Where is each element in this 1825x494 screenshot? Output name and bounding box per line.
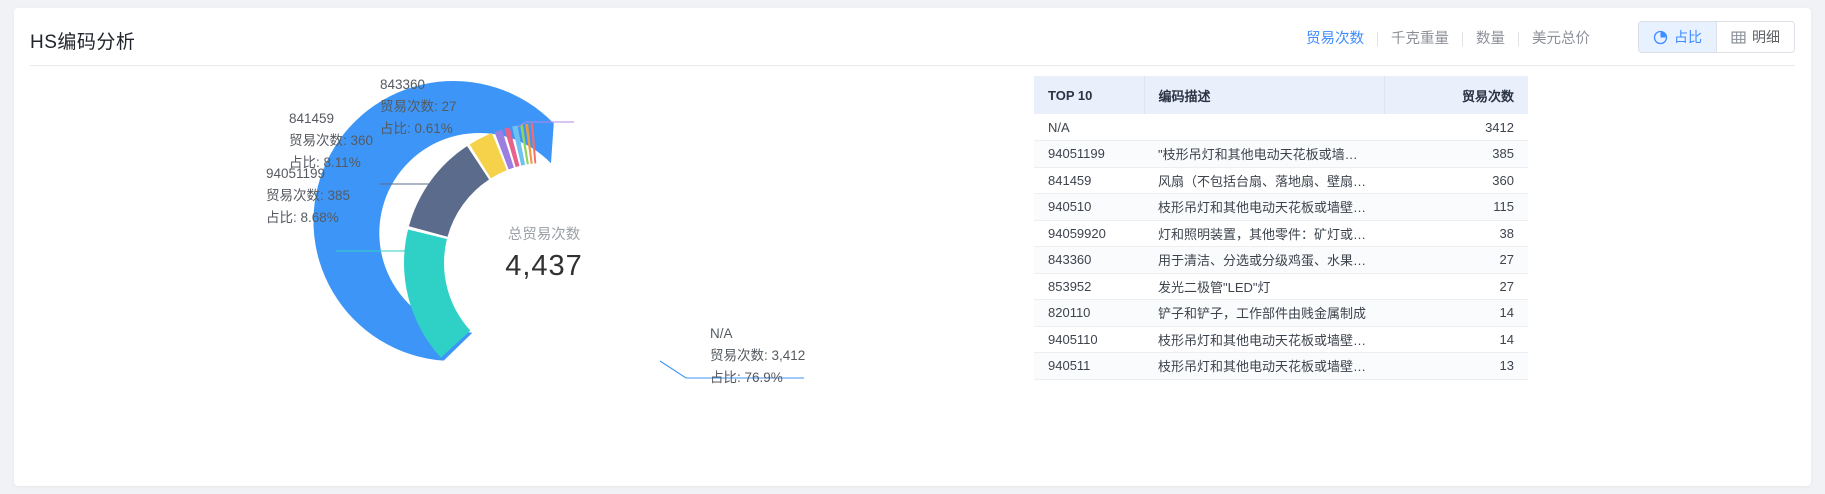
leader-lines [336, 121, 804, 379]
label-843360-name: 843360 [380, 77, 426, 92]
label-94051199-count: 贸易次数: 385 [266, 188, 351, 203]
slice-94059920[interactable] [494, 129, 514, 170]
label-94051199-pct: 占比: 8.68% [266, 210, 339, 225]
cell-code: 853952 [1034, 273, 1144, 300]
label-841459: 841459 贸易次数: 360 占比: 8.11% [289, 108, 373, 174]
tab-kg-weight[interactable]: 千克重量 [1391, 31, 1449, 47]
cell-count: 385 [1384, 140, 1528, 168]
table-row[interactable]: 940511 枝形吊灯和其他电动天花板或墙壁照明... 13 [1034, 352, 1528, 380]
cell-count: 27 [1384, 273, 1528, 300]
cell-desc: 发光二极管"LED"灯 [1144, 273, 1384, 300]
table-row[interactable]: N/A 3412 [1034, 114, 1528, 141]
table-row[interactable]: 94059920 灯和照明装置，其他零件：矿灯或采石... 38 [1034, 220, 1528, 247]
slice-853952[interactable] [512, 125, 526, 166]
label-843360-count: 贸易次数: 27 [380, 99, 457, 114]
slice-940510[interactable] [469, 133, 507, 179]
table-grid-icon [1731, 30, 1746, 45]
label-na: N/A 贸易次数: 3,412 占比: 76.9% [710, 323, 805, 389]
label-843360: 843360 贸易次数: 27 占比: 0.61% [380, 74, 457, 140]
tab-quantity[interactable]: 数量 [1476, 31, 1505, 47]
cell-code: N/A [1034, 114, 1144, 141]
cell-code: 9405110 [1034, 326, 1144, 353]
cell-desc: 枝形吊灯和其他电动天花板或墙壁照明... [1144, 193, 1384, 221]
label-na-pct: 占比: 76.9% [710, 370, 783, 385]
toggle-detail-label: 明细 [1752, 29, 1780, 45]
slice-9405110[interactable] [525, 123, 533, 164]
slice-841459[interactable] [408, 146, 490, 237]
cell-desc: 灯和照明装置，其他零件：矿灯或采石... [1144, 220, 1384, 247]
top10-table: TOP 10 编码描述 贸易次数 N/A 3412 94051199 "枝形吊灯… [1034, 76, 1528, 380]
table-header-row: TOP 10 编码描述 贸易次数 [1034, 76, 1528, 114]
col-header-top10: TOP 10 [1034, 76, 1145, 114]
cell-desc: 风扇（不包括台扇、落地扇、壁扇、窗... [1144, 167, 1384, 194]
tab-trade-count[interactable]: 贸易次数 [1306, 31, 1364, 47]
label-94051199-name: 94051199 [266, 166, 326, 181]
cell-desc: 用于清洁、分选或分级鸡蛋、水果或其... [1144, 246, 1384, 274]
toggle-proportion-view[interactable]: 占比 [1639, 22, 1716, 52]
tab-divider-1 [1377, 32, 1378, 46]
table-row[interactable]: 843360 用于清洁、分选或分级鸡蛋、水果或其... 27 [1034, 246, 1528, 274]
card-header: HS编码分析 贸易次数 千克重量 数量 美元总价 占比 [14, 8, 1811, 66]
donut-chart[interactable] [14, 65, 1024, 486]
cell-count: 27 [1384, 246, 1528, 274]
cell-count: 13 [1384, 352, 1528, 380]
cell-count: 115 [1384, 193, 1528, 221]
table-row[interactable]: 94051199 "枝形吊灯和其他电动天花板或墙壁照... 385 [1034, 140, 1528, 168]
toggle-detail-view[interactable]: 明细 [1716, 22, 1794, 52]
cell-count: 360 [1384, 167, 1528, 194]
metric-tab-group: 贸易次数 千克重量 数量 美元总价 [1293, 28, 1603, 50]
hs-code-analysis-card: HS编码分析 贸易次数 千克重量 数量 美元总价 占比 [14, 8, 1811, 486]
cell-code: 94059920 [1034, 220, 1144, 247]
cell-count: 14 [1384, 299, 1528, 327]
cell-code: 843360 [1034, 246, 1144, 274]
tab-divider-3 [1518, 32, 1519, 46]
donut-chart-area: 总贸易次数 4,437 N/A 贸易次数: 3,412 占比: 76.9% 94… [14, 65, 1024, 486]
cell-code: 820110 [1034, 299, 1144, 327]
cell-count: 38 [1384, 220, 1528, 247]
slice-94051199[interactable] [404, 229, 471, 358]
label-841459-pct: 占比: 8.11% [289, 155, 361, 170]
cell-desc: 铲子和铲子，工作部件由贱金属制成 [1144, 299, 1384, 327]
table-row[interactable]: 841459 风扇（不包括台扇、落地扇、壁扇、窗... 360 [1034, 167, 1528, 194]
top10-table-wrapper: TOP 10 编码描述 贸易次数 N/A 3412 94051199 "枝形吊灯… [1034, 76, 1528, 380]
cell-count: 14 [1384, 326, 1528, 353]
header-divider [30, 65, 1795, 66]
table-row[interactable]: 853952 发光二极管"LED"灯 27 [1034, 273, 1528, 300]
label-841459-name: 841459 [289, 111, 335, 126]
table-body: N/A 3412 94051199 "枝形吊灯和其他电动天花板或墙壁照... 3… [1034, 114, 1528, 380]
col-header-description: 编码描述 [1144, 76, 1385, 114]
cell-desc: 枝形吊灯和其他电动天花板或墙壁照明... [1144, 352, 1384, 380]
slice-na[interactable] [313, 81, 554, 361]
col-header-trade-count: 贸易次数 [1384, 76, 1528, 114]
toggle-proportion-label: 占比 [1674, 29, 1702, 45]
tab-usd-total[interactable]: 美元总价 [1532, 31, 1590, 47]
view-toggle-group: 占比 明细 [1638, 21, 1795, 53]
table-row[interactable]: 820110 铲子和铲子，工作部件由贱金属制成 14 [1034, 299, 1528, 327]
cell-code: 94051199 [1034, 140, 1144, 168]
cell-code: 940511 [1034, 352, 1144, 380]
cell-desc: 枝形吊灯和其他电动天花板或墙壁照明... [1144, 326, 1384, 353]
label-94051199: 94051199 贸易次数: 385 占比: 8.68% [266, 163, 350, 229]
pie-chart-icon [1653, 30, 1668, 45]
cell-code: 841459 [1034, 167, 1144, 194]
page-title: HS编码分析 [30, 32, 136, 53]
tab-divider-2 [1462, 32, 1463, 46]
slice-940511[interactable] [530, 123, 537, 164]
table-row[interactable]: 9405110 枝形吊灯和其他电动天花板或墙壁照明... 14 [1034, 326, 1528, 353]
label-841459-count: 贸易次数: 360 [289, 133, 374, 148]
cell-count: 3412 [1384, 114, 1528, 141]
slice-843360[interactable] [504, 127, 520, 168]
cell-desc [1144, 114, 1384, 141]
slice-820110[interactable] [520, 124, 529, 165]
label-843360-pct: 占比: 0.61% [380, 121, 453, 136]
table-row[interactable]: 940510 枝形吊灯和其他电动天花板或墙壁照明... 115 [1034, 193, 1528, 221]
label-na-name: N/A [710, 326, 733, 341]
cell-desc: "枝形吊灯和其他电动天花板或墙壁照... [1144, 140, 1384, 168]
label-na-count: 贸易次数: 3,412 [710, 348, 806, 363]
cell-code: 940510 [1034, 193, 1144, 221]
